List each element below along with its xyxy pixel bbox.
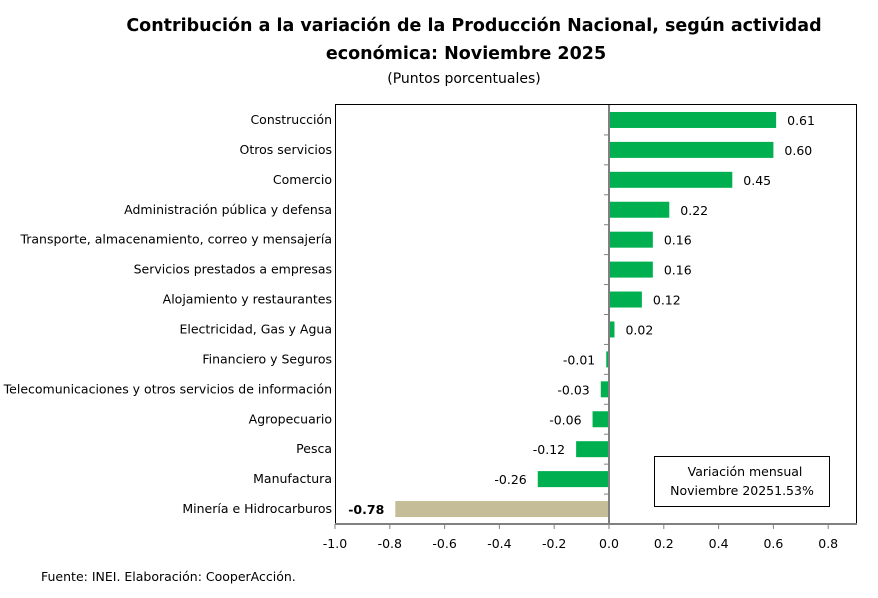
- annotation-frame: [654, 456, 830, 507]
- category-ticks: [604, 134, 609, 495]
- chart-title-line-2: económica: Noviembre 2025: [326, 44, 606, 64]
- category-label: Administración pública y defensa: [124, 202, 332, 217]
- category-label: Comercio: [273, 172, 332, 187]
- category-label: Financiero y Seguros: [202, 351, 332, 366]
- value-label: -0.12: [533, 442, 565, 457]
- value-label: -0.03: [557, 382, 589, 397]
- chart-subtitle: (Puntos porcentuales): [387, 71, 541, 87]
- value-label: 0.22: [680, 203, 708, 218]
- annotation-line-1: Variación mensual: [688, 464, 803, 479]
- value-label: 0.02: [625, 322, 653, 337]
- bar: [600, 381, 609, 398]
- value-label: -0.26: [494, 472, 526, 487]
- bar: [537, 471, 609, 488]
- x-tick-label: -0.6: [432, 536, 456, 551]
- bar: [609, 291, 642, 308]
- bar: [576, 441, 609, 458]
- x-tick-label: 0.8: [818, 536, 838, 551]
- bar: [395, 501, 609, 518]
- bar: [606, 351, 609, 368]
- value-label: 0.16: [664, 263, 692, 278]
- bar: [592, 411, 609, 428]
- x-tick-label: -0.2: [542, 536, 566, 551]
- value-label: 0.16: [664, 233, 692, 248]
- category-label: Pesca: [296, 441, 332, 456]
- annotation-line-2: Noviembre 20251.53%: [670, 483, 814, 498]
- category-label: Servicios prestados a empresas: [134, 262, 332, 277]
- bar: [609, 171, 733, 188]
- x-tick-label: -0.8: [378, 536, 402, 551]
- x-tick-label: 0.6: [763, 536, 783, 551]
- value-label: 0.61: [787, 113, 815, 128]
- category-label: Transporte, almacenamiento, correo y men…: [19, 232, 332, 247]
- value-label: 0.12: [653, 293, 681, 308]
- bars-group: [395, 111, 777, 518]
- bar: [609, 321, 615, 338]
- category-label: Otros servicios: [240, 142, 332, 157]
- category-label: Electricidad, Gas y Agua: [179, 321, 332, 336]
- bar: [609, 141, 774, 158]
- x-axis-ticks: -1.0 -0.8 -0.6 -0.4 -0.2 0.0 0.2 0.4 0.6 0.8: [323, 524, 838, 551]
- bar: [609, 201, 670, 218]
- category-labels: Construcción Otros servicios Comercio Admin…: [3, 112, 332, 516]
- x-tick-label: 0.2: [654, 536, 674, 551]
- value-labels: 0.61 0.60 0.45 0.22 0.16 0.16 0.120.02 -0.01 -0.…: [348, 113, 815, 517]
- category-label: Construcción: [250, 112, 332, 127]
- source-note: Fuente: INEI. Elaboración: CooperAcción.: [41, 569, 296, 584]
- value-label: 0.60: [784, 143, 812, 158]
- x-tick-label: -0.4: [487, 536, 511, 551]
- bar: [609, 111, 777, 128]
- category-label: Telecomunicaciones y otros servicios de …: [3, 381, 332, 396]
- chart-title-line-1: Contribución a la variación de la Produc…: [126, 16, 821, 36]
- value-label: -0.06: [549, 412, 581, 427]
- bar: [609, 231, 653, 248]
- category-label: Alojamiento y restaurantes: [163, 292, 332, 307]
- value-label: 0.45: [743, 173, 771, 188]
- category-label: Manufactura: [253, 471, 332, 486]
- annotation-box: Variación mensual Noviembre 20251.53%: [654, 456, 830, 507]
- bar: [609, 261, 653, 278]
- value-label: -0.01: [563, 352, 595, 367]
- x-tick-label: 0.4: [709, 536, 729, 551]
- category-label: Minería e Hidrocarburos: [182, 501, 332, 516]
- value-label: -0.78: [348, 502, 384, 517]
- x-tick-label: 0.0: [599, 536, 619, 551]
- category-label: Agropecuario: [249, 411, 332, 426]
- x-tick-label: -1.0: [323, 536, 347, 551]
